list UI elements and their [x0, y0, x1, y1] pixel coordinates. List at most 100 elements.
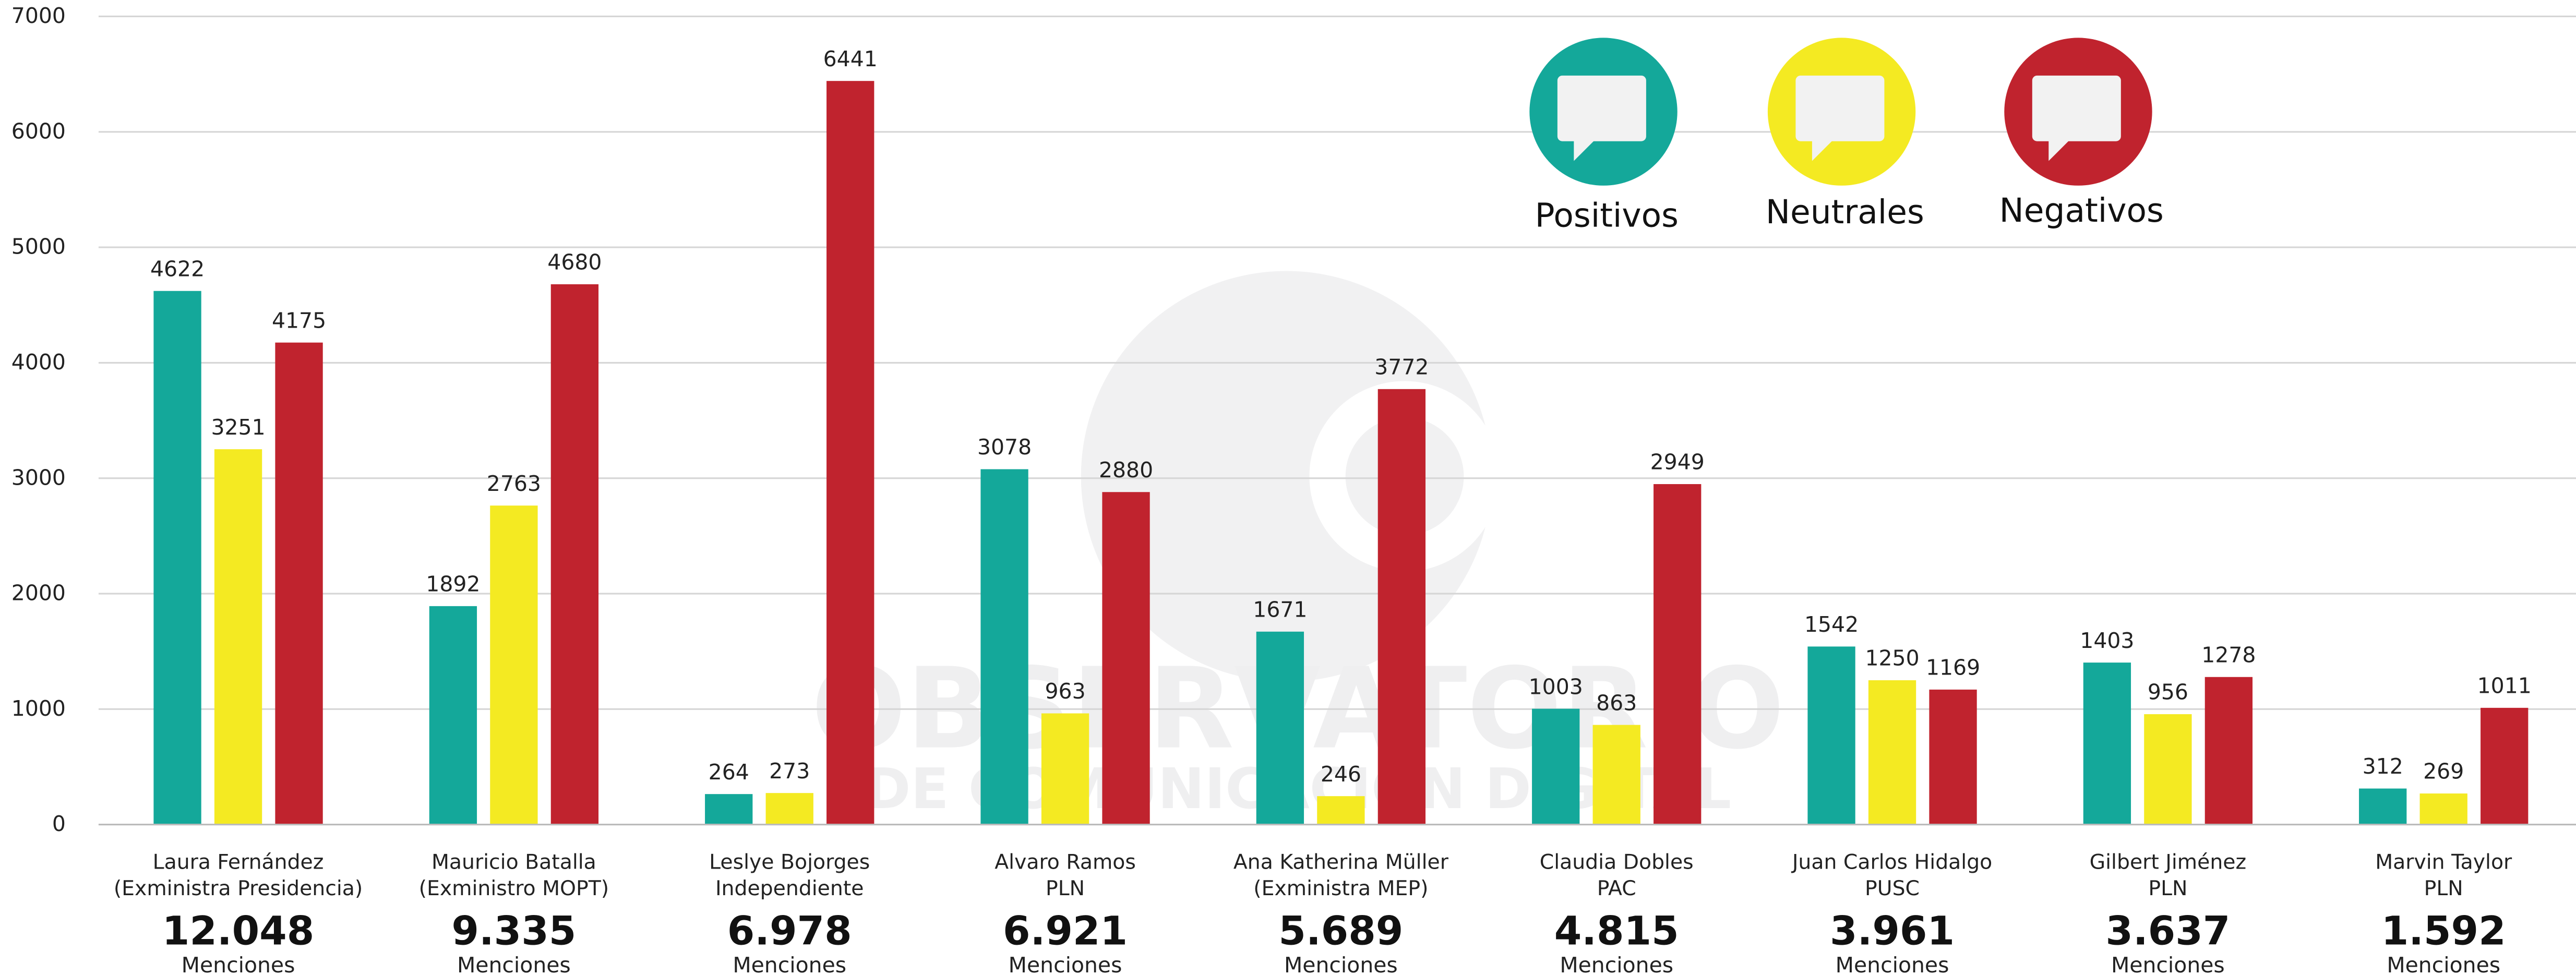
data-label: 3251	[211, 415, 265, 440]
y-tick-label: 0	[52, 811, 66, 836]
x-tick-label: Leslye Bojorges	[709, 850, 870, 874]
total: 12.048	[162, 908, 315, 954]
data-label: 4175	[272, 308, 326, 333]
bar	[1654, 484, 1702, 825]
bar	[1532, 708, 1580, 825]
data-label: 1278	[2201, 642, 2256, 667]
bar	[214, 449, 262, 825]
legend-bubble-tail	[1812, 138, 1835, 161]
x-tick-label: Gilbert Jiménez	[2090, 850, 2246, 874]
data-label: 3772	[1374, 355, 1429, 380]
x-tick-label: Mauricio Batalla	[432, 850, 596, 874]
bar	[705, 794, 753, 825]
y-tick-label: 6000	[11, 118, 66, 143]
data-label: 312	[2363, 754, 2403, 779]
bar	[980, 469, 1028, 825]
total-label: Menciones	[1560, 953, 1673, 975]
legend-bubble	[1557, 75, 1646, 141]
total: 9.335	[451, 908, 576, 954]
x-tick-label: Claudia Dobles	[1540, 850, 1694, 874]
y-tick-label: 5000	[11, 234, 66, 259]
x-tick-note: (Exministra Presidencia)	[114, 876, 363, 900]
total: 5.689	[1278, 908, 1403, 954]
y-tick-label: 4000	[11, 350, 66, 375]
total-label: Menciones	[1836, 953, 1949, 975]
total: 4.815	[1554, 908, 1679, 954]
bar	[1317, 796, 1365, 825]
legend-label: Neutrales	[1766, 193, 1924, 231]
data-label: 6441	[823, 46, 878, 71]
bar	[2359, 788, 2407, 825]
total-label: Menciones	[1284, 953, 1398, 975]
bar	[1377, 389, 1426, 825]
bar	[1102, 492, 1150, 825]
total-label: Menciones	[733, 953, 846, 975]
y-tick-label: 2000	[11, 581, 66, 606]
total-label: Menciones	[457, 953, 571, 975]
data-label: 2949	[1650, 450, 1705, 475]
total-label: Menciones	[1009, 953, 1122, 975]
bar	[550, 284, 599, 825]
legend-bubble	[2032, 75, 2121, 141]
legend-label: Negativos	[1999, 191, 2164, 230]
bar	[2204, 677, 2253, 825]
bar	[1868, 680, 1916, 825]
data-label: 269	[2423, 759, 2464, 784]
data-label: 1011	[2477, 673, 2532, 699]
total-label: Menciones	[2111, 953, 2225, 975]
data-label: 1169	[1926, 655, 1980, 680]
y-tick-label: 1000	[11, 696, 66, 721]
bar	[490, 505, 538, 825]
y-tick-label: 3000	[11, 465, 66, 490]
data-label: 3078	[977, 435, 1032, 460]
bar	[2419, 793, 2467, 825]
legend-label: Positivos	[1535, 197, 1679, 235]
total: 6.978	[727, 908, 852, 954]
bar	[2083, 663, 2131, 825]
bar	[153, 291, 201, 825]
x-tick-note: (Exministro MOPT)	[419, 876, 609, 900]
data-label: 273	[769, 759, 810, 784]
data-label: 2763	[487, 471, 541, 496]
bar	[1592, 725, 1640, 825]
data-label: 1250	[1865, 646, 1919, 671]
data-label: 4622	[150, 256, 205, 281]
x-tick-note: PLN	[2424, 876, 2463, 900]
data-label: 246	[1321, 762, 1361, 787]
data-label: 1403	[2080, 628, 2134, 653]
bar	[275, 342, 323, 825]
legend-item: Positivos	[1529, 38, 1679, 235]
data-label: 1542	[1804, 612, 1859, 637]
data-label: 1003	[1529, 674, 1583, 699]
x-tick-label: Juan Carlos Hidalgo	[1791, 850, 1992, 874]
total: 6.921	[1003, 908, 1128, 954]
bar	[2481, 707, 2529, 825]
x-tick-note: PLN	[1046, 876, 1085, 900]
legend-bubble-tail	[2048, 138, 2072, 161]
bar	[2144, 714, 2192, 825]
total: 3.961	[1830, 908, 1955, 954]
y-tick-label: 7000	[11, 3, 66, 28]
x-tick-label: Marvin Taylor	[2375, 850, 2512, 874]
x-tick-note: Independiente	[715, 876, 864, 900]
data-label: 2880	[1099, 458, 1153, 483]
total-label: Menciones	[2387, 953, 2500, 975]
x-tick-label: Ana Katherina Müller	[1233, 850, 1449, 874]
x-tick-label: Laura Fernández	[153, 850, 324, 874]
data-label: 863	[1596, 690, 1637, 715]
total-label: Menciones	[182, 953, 295, 975]
data-label: 1671	[1253, 597, 1307, 622]
data-label: 264	[709, 760, 749, 785]
bar	[1256, 631, 1304, 825]
x-tick-note: (Exministra MEP)	[1253, 876, 1428, 900]
data-label: 963	[1045, 679, 1085, 704]
legend-bubble	[1795, 75, 1885, 141]
legend-item: Neutrales	[1766, 38, 1924, 231]
legend-item: Negativos	[1999, 38, 2164, 230]
x-tick-note: PAC	[1597, 876, 1636, 900]
bar	[429, 606, 477, 825]
bar	[765, 793, 813, 825]
bar	[1807, 646, 1855, 825]
x-tick-note: PLN	[2148, 876, 2187, 900]
